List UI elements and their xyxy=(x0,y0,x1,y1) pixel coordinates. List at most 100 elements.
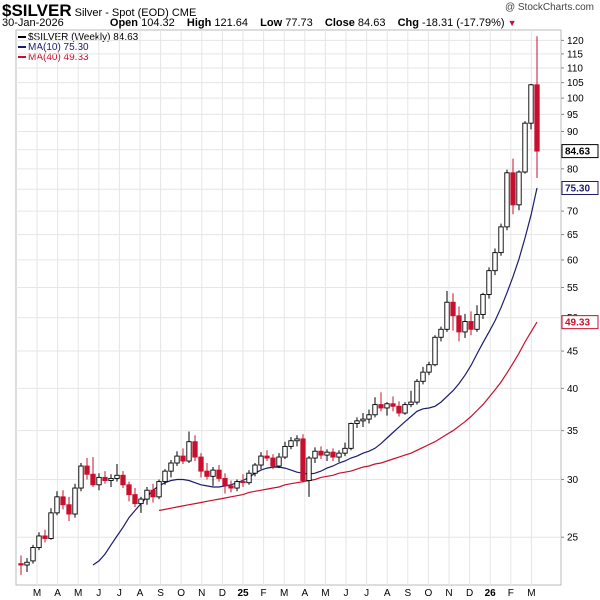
candle-body xyxy=(528,84,534,124)
x-tick-label: A xyxy=(384,588,391,599)
low-value: 77.73 xyxy=(285,17,313,29)
x-tick-label: M xyxy=(321,588,329,599)
watermark: @ StockCharts.com xyxy=(504,2,594,13)
x-tick-label: M xyxy=(33,588,41,599)
candle-body xyxy=(378,404,384,409)
candle-body xyxy=(24,561,30,566)
candle-body xyxy=(282,445,288,458)
candle-body xyxy=(372,404,378,416)
legend-ma10: MA(10) 75.30 xyxy=(18,42,89,53)
candle-body xyxy=(456,315,462,333)
candle-body xyxy=(126,484,132,496)
candle-body xyxy=(156,481,162,498)
candle-body xyxy=(402,404,408,414)
legend-ma40-swatch xyxy=(18,56,26,59)
candle-body xyxy=(450,301,456,317)
x-tick-label: O xyxy=(177,588,185,599)
candle-body xyxy=(336,452,342,458)
candle-body xyxy=(198,456,204,472)
last-price-tag: 84.63 xyxy=(565,147,590,158)
candle-body xyxy=(132,494,138,505)
candle-body xyxy=(216,469,222,479)
low-label: Low xyxy=(260,17,283,29)
x-tick-label: 26 xyxy=(485,588,497,599)
legend-ma40: MA(40) 49.33 xyxy=(18,52,89,63)
y-tick-label: 70 xyxy=(567,207,579,218)
candle-body xyxy=(432,336,438,366)
candle-body xyxy=(78,465,84,489)
candle-body xyxy=(438,328,444,338)
y-tick-label: 25 xyxy=(567,533,579,544)
symbol-description: Silver - Spot (EOD) xyxy=(74,7,169,19)
x-tick-label: A xyxy=(301,588,308,599)
y-tick-label: 30 xyxy=(567,475,579,486)
chg-value: -18.31 (-17.79%) xyxy=(422,17,505,29)
chart-title-row: $SILVER Silver - Spot (EOD) CME xyxy=(2,1,196,21)
candle-body xyxy=(228,485,234,489)
ma10-line xyxy=(92,187,538,566)
x-tick-label: N xyxy=(198,588,205,599)
candle-body xyxy=(426,364,432,373)
x-tick-label: J xyxy=(344,588,349,599)
ma40-tag-box xyxy=(561,315,599,330)
candle-body xyxy=(102,476,108,481)
high-value: 121.64 xyxy=(214,17,249,29)
y-tick-label: 45 xyxy=(567,347,579,358)
legend-price: $SILVER (Weekly) 84.63 xyxy=(18,32,138,43)
y-tick-label: 90 xyxy=(567,127,579,138)
legend-ma40-text: MA(40) 49.33 xyxy=(28,52,89,63)
candle-body xyxy=(510,172,516,206)
candle-body xyxy=(390,403,396,407)
candle-body xyxy=(234,481,240,489)
down-triangle-icon: ▼ xyxy=(507,18,517,28)
y-tick-label: 105 xyxy=(567,78,584,89)
legend-ma10-text: MA(10) 75.30 xyxy=(28,42,89,53)
x-tick-label: D xyxy=(466,588,473,599)
candle-body xyxy=(516,171,522,206)
x-tick-label: J xyxy=(96,588,101,599)
y-tick-label: 120 xyxy=(567,36,584,47)
candle-body xyxy=(60,496,66,506)
candle-body xyxy=(348,423,354,449)
candle-body xyxy=(318,450,324,456)
chg-label: Chg xyxy=(397,17,419,29)
candle-body xyxy=(66,504,72,515)
ma10-tag-box xyxy=(561,180,599,195)
candle-body xyxy=(84,465,90,475)
y-tick-label: 65 xyxy=(567,230,579,241)
candle-body xyxy=(42,535,48,539)
quote-date: 30-Jan-2026 xyxy=(2,17,64,29)
candle-body xyxy=(294,438,300,442)
candle-body xyxy=(36,535,42,548)
candle-body xyxy=(48,512,54,539)
candle-body xyxy=(366,414,372,420)
x-tick-label: 25 xyxy=(237,588,249,599)
candle-body xyxy=(258,455,264,466)
candle-body xyxy=(360,418,366,422)
close-label: Close xyxy=(324,17,355,29)
exchange-label: CME xyxy=(171,7,197,19)
candle-body xyxy=(144,489,150,500)
candle-body xyxy=(120,474,126,486)
candle-body xyxy=(444,301,450,330)
y-tick-label: 95 xyxy=(567,110,579,121)
candle-body xyxy=(522,122,528,173)
candle-body xyxy=(354,420,360,424)
x-tick-label: M xyxy=(527,588,535,599)
candle-body xyxy=(240,481,246,484)
candle-body xyxy=(306,457,312,481)
x-tick-label: F xyxy=(508,588,514,599)
candle-body xyxy=(168,462,174,472)
open-value: 104.32 xyxy=(141,17,175,29)
candle-body xyxy=(222,477,228,487)
x-tick-label: O xyxy=(425,588,433,599)
x-tick-label: D xyxy=(219,588,226,599)
x-tick-label: S xyxy=(404,588,411,599)
y-tick-label: 110 xyxy=(567,63,583,74)
candles-group xyxy=(18,36,540,575)
y-tick-label: 80 xyxy=(567,164,579,175)
candle-body xyxy=(288,440,294,447)
x-tick-label: J xyxy=(364,588,369,599)
candle-body xyxy=(252,464,258,474)
